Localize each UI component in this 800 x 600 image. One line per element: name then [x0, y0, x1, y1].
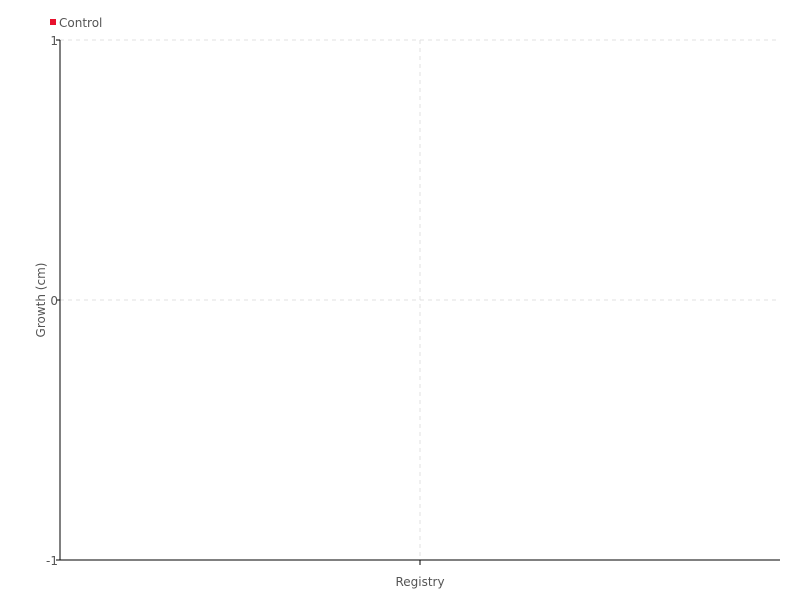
grid: [60, 39, 780, 560]
x-axis: Registry: [60, 559, 780, 589]
legend-label-control: Control: [59, 16, 102, 30]
y-tick-label: 0: [50, 294, 58, 308]
y-tick-label: -1: [46, 554, 58, 568]
legend: Control: [50, 16, 102, 30]
x-tick-label: Registry: [395, 575, 444, 589]
y-axis: 1 0 -1: [46, 34, 61, 568]
y-axis-label: Growth (cm): [34, 263, 48, 338]
legend-swatch-control: [50, 19, 56, 25]
y-tick-label: 1: [50, 34, 58, 48]
